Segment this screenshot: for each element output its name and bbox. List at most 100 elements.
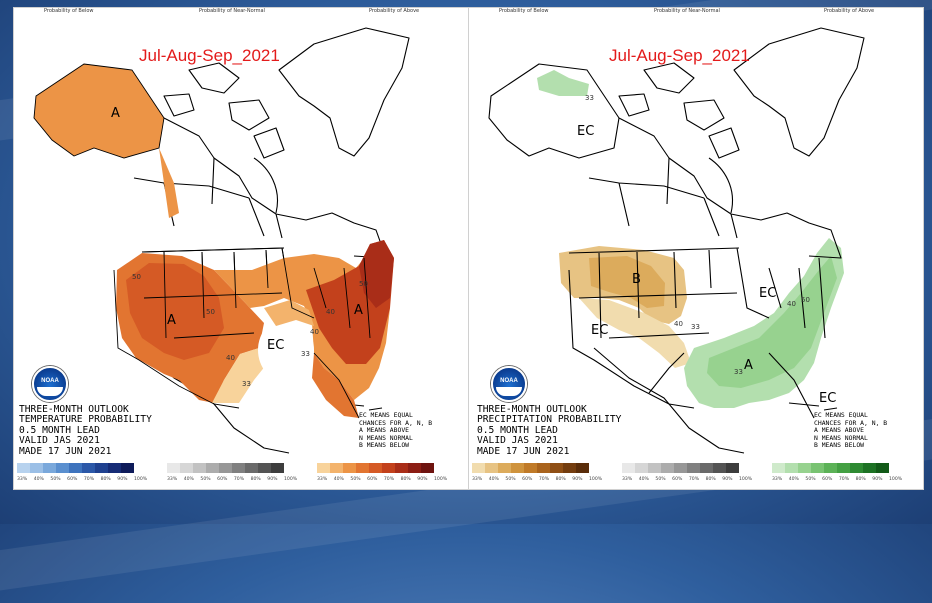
scale-tick-label: 60% [367, 477, 378, 482]
scale-swatch [330, 463, 343, 473]
scale-swatch [108, 463, 121, 473]
scale-swatch [206, 463, 219, 473]
scale-swatch [498, 463, 511, 473]
scale-swatch [82, 463, 95, 473]
probability-near-normal-header: Probability of Near-Normal [199, 8, 265, 14]
scale-tick-label: 33% [17, 477, 28, 482]
scale-tick-label: 50% [505, 477, 516, 482]
scale-swatch [524, 463, 537, 473]
map-letter-alaska: A [111, 106, 120, 121]
isoline-label: 40 [326, 308, 335, 316]
scale-swatch [356, 463, 369, 473]
scale-swatch [687, 463, 700, 473]
scale-tick-label: 90% [117, 477, 128, 482]
scale-swatch [369, 463, 382, 473]
scale-tick-label: 80% [400, 477, 411, 482]
map-letter-ec: EC [267, 338, 285, 353]
noaa-logo: NOAA [32, 366, 68, 402]
scale-swatch [317, 463, 330, 473]
scale-swatch [167, 463, 180, 473]
scale-tick-label: 90% [417, 477, 428, 482]
scale-swatch [17, 463, 30, 473]
temperature-probability-shading [33, 63, 394, 419]
scale-tick-label: 50% [350, 477, 361, 482]
probability-below-header: Probability of Below [44, 8, 94, 14]
scale-ticks-near-normal: 33% 40% 50% 60% 70% 80% 90% 100% [167, 477, 297, 484]
scale-swatch [674, 463, 687, 473]
scale-swatch [485, 463, 498, 473]
map-letter-ec-alaska: EC [577, 124, 595, 139]
scale-swatch [382, 463, 395, 473]
scale-tick-label: 60% [822, 477, 833, 482]
scale-swatch [219, 463, 232, 473]
outlook-line: TEMPERATURE PROBABILITY [19, 414, 152, 426]
isoline-label: 50 [359, 280, 368, 288]
scale-swatch [648, 463, 661, 473]
scale-tick-label: 100% [134, 477, 148, 482]
precipitation-outlook-map [488, 27, 865, 454]
scale-swatch [43, 463, 56, 473]
isoline-label: 50 [132, 273, 141, 281]
scale-tick-label: 33% [622, 477, 633, 482]
map-letter-east: A [354, 303, 363, 318]
isoline-label: 33 [242, 380, 251, 388]
scale-ticks-above: 33% 40% 50% 60% 70% 80% 90% 100% [317, 477, 447, 484]
scale-swatch [395, 463, 408, 473]
scale-swatch [772, 463, 785, 473]
legend-line: EC MEANS EQUAL [359, 411, 413, 419]
scale-tick-label: 70% [383, 477, 395, 482]
scale-tick-label: 80% [705, 477, 716, 482]
scale-tick-label: 33% [472, 477, 483, 482]
noaa-logo-text: NOAA [41, 378, 59, 384]
scale-tick-label: 100% [739, 477, 753, 482]
scale-tick-label: 40% [488, 477, 499, 482]
isoline-label: 33 [301, 350, 310, 358]
noaa-logo: NOAA [491, 366, 527, 402]
probability-scale-above [317, 463, 434, 473]
outlook-line: VALID JAS 2021 [19, 435, 100, 447]
scale-tick-label: 70% [83, 477, 95, 482]
scale-swatch [232, 463, 245, 473]
scale-swatch [258, 463, 271, 473]
legend-line: N MEANS NORMAL [814, 433, 868, 442]
probability-scale-near-normal [622, 463, 739, 473]
scale-swatch [713, 463, 726, 473]
outlook-line: PRECIPITATION PROBABILITY [477, 414, 622, 426]
scale-tick-label: 90% [267, 477, 278, 482]
scale-swatch [661, 463, 674, 473]
scale-tick-label: 100% [589, 477, 603, 482]
scale-swatch [798, 463, 811, 473]
scale-swatch [811, 463, 824, 473]
scale-swatch [245, 463, 258, 473]
scale-swatch [576, 463, 589, 473]
probability-scale-above [772, 463, 889, 473]
scale-swatch [121, 463, 134, 473]
scale-tick-label: 100% [889, 477, 903, 482]
scale-tick-label: 90% [722, 477, 733, 482]
isoline-label: 33 [585, 94, 594, 102]
scale-tick-label: 40% [183, 477, 194, 482]
scale-swatch [421, 463, 434, 473]
scale-ticks-below: 33% 40% 50% 60% 70% 80% 90% 100% [472, 477, 602, 484]
outlook-line: MADE 17 JUN 2021 [19, 445, 112, 457]
scale-tick-label: 50% [655, 477, 666, 482]
scale-swatch [180, 463, 193, 473]
map-letter-ec-west: EC [591, 323, 609, 338]
scale-swatch [863, 463, 876, 473]
scale-swatch [824, 463, 837, 473]
scale-swatch [850, 463, 863, 473]
scale-swatch [511, 463, 524, 473]
isoline-label: 40 [310, 328, 319, 336]
probability-above-header: Probability of Above [824, 8, 875, 14]
scale-swatch [69, 463, 82, 473]
scale-tick-label: 60% [522, 477, 533, 482]
scale-tick-label: 80% [100, 477, 111, 482]
outlook-line: THREE-MONTH OUTLOOK [19, 404, 129, 415]
scale-tick-label: 40% [788, 477, 799, 482]
scale-swatch [622, 463, 635, 473]
scale-swatch [193, 463, 206, 473]
scale-swatch [563, 463, 576, 473]
legend-line: B MEANS BELOW [814, 441, 865, 450]
